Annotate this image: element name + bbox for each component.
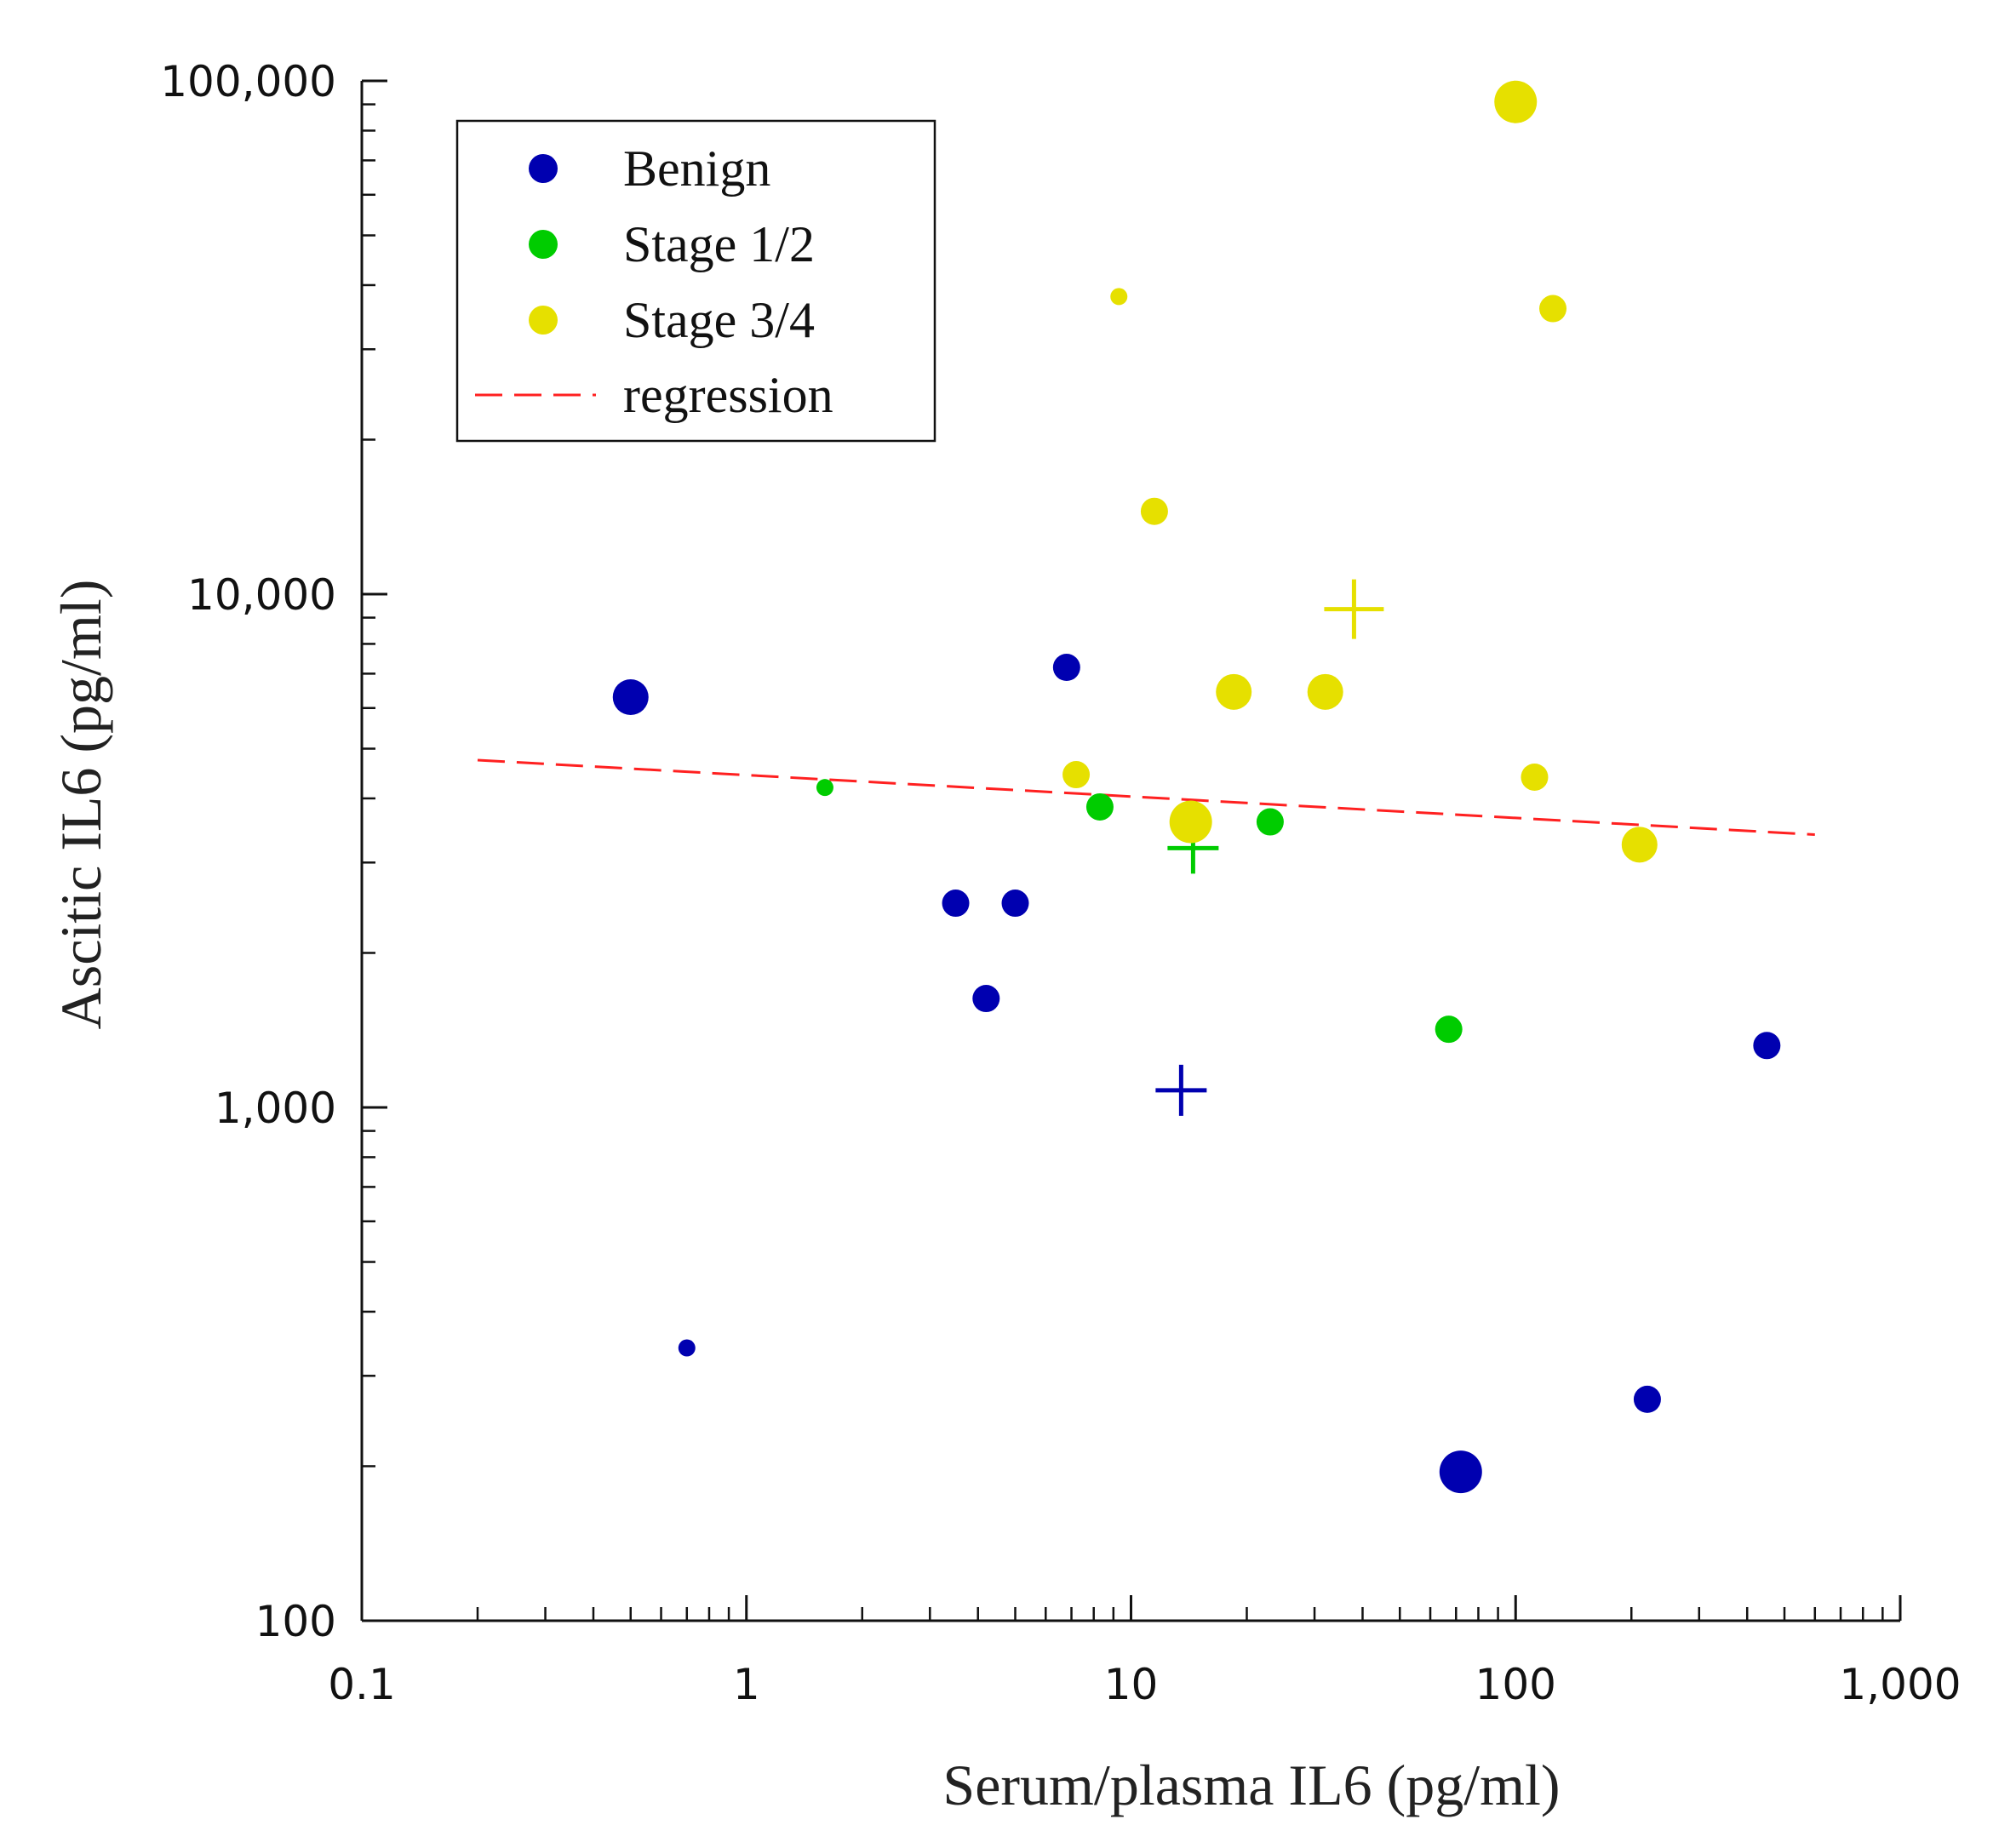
point-stage-1-2 [1085,792,1114,821]
point-stage-3-4 [1494,80,1538,123]
legend-label-benign: Benign [623,140,770,197]
x-tick-labels: 0.1 1 10 100 1,000 [328,1660,1961,1709]
point-benign [678,1339,696,1357]
point-stage-3-4 [1062,761,1091,789]
point-plus-benign [1155,1064,1207,1116]
point-benign [612,678,649,715]
x-axis-title: Serum/plasma IL6 (pg/ml) [942,1753,1560,1817]
legend-label-stage-1-2: Stage 1/2 [623,216,815,272]
point-benign [1633,1385,1661,1413]
x-tick-label: 100 [1475,1660,1556,1709]
point-plus-stage-3-4 [1324,579,1384,639]
regression-line [477,758,1815,837]
y-tick-label: 100,000 [160,57,336,106]
y-axis-title: Ascitic IL6 (pg/ml) [49,580,113,1030]
y-tick-labels: 100 1,000 10,000 100,000 [160,57,336,1646]
point-stage-3-4 [1621,827,1658,863]
point-benign [1052,654,1080,682]
point-benign [972,985,1000,1013]
point-stage-3-4 [1140,497,1168,525]
x-tick-label: 1,000 [1839,1660,1961,1709]
minor-ticks [362,103,1884,1621]
x-tick-label: 0.1 [328,1660,396,1709]
y-tick-label: 1,000 [215,1084,336,1133]
y-tick-label: 10,000 [187,570,336,620]
x-tick-label: 1 [733,1660,760,1709]
legend: Benign Stage 1/2 Stage 3/4 regression [455,119,936,443]
point-stage-3-4 [1521,763,1549,791]
legend-marker-stage-1-2 [529,230,558,259]
point-benign [1001,890,1029,918]
legend-label-stage-3-4: Stage 3/4 [623,292,815,348]
point-stage-3-4 [1216,673,1252,710]
point-benign [942,890,970,918]
point-stage-3-4 [1110,288,1128,306]
legend-marker-benign [529,154,558,183]
data-points [612,80,1781,1494]
x-tick-label: 10 [1104,1660,1159,1709]
legend-label-regression: regression [623,367,833,423]
point-stage-3-4 [1169,800,1212,844]
point-benign [1753,1032,1781,1060]
point-benign [1439,1450,1482,1494]
point-stage-1-2 [1256,808,1284,836]
y-tick-label: 100 [255,1597,336,1646]
point-stage-3-4 [1307,673,1343,710]
point-stage-1-2 [816,779,833,797]
point-stage-1-2 [1435,1015,1463,1044]
legend-marker-stage-3-4 [529,306,558,335]
point-stage-3-4 [1539,295,1567,323]
